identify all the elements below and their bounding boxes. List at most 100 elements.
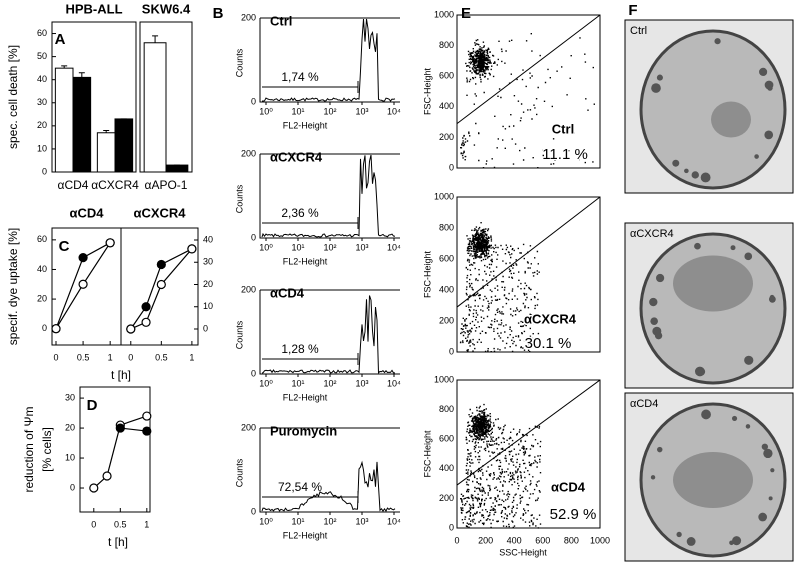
y-tick-label: 400 [439,284,454,294]
x-tick-label: 1 [144,519,149,529]
organelle [759,67,768,76]
y-tick-label: 30 [37,97,47,107]
organelle [691,171,699,179]
gate-percent: 1,28 % [281,342,319,356]
organelle [731,415,738,421]
organelle [672,159,680,167]
x-axis-label: FL2-Height [283,392,328,402]
organelle [676,531,682,538]
data-point [78,279,88,289]
organelle [650,317,658,325]
histogram-trace [261,154,396,238]
nucleus [673,255,753,312]
y-tick-label: 60 [37,234,47,244]
x-tick-label: 10³ [355,242,368,252]
scatter-label: αCXCR4 [524,311,577,326]
y-tick-label: 40 [37,74,47,84]
category-label: αCD4 [58,178,89,192]
x-tick-label: 1000 [590,535,610,545]
bar [143,42,167,173]
y-axis-label: Counts [234,320,244,349]
organelle [763,448,773,459]
histogram-label: αCXCR4 [270,149,323,164]
panel-letter: E [461,5,471,22]
data-point [142,426,152,436]
y-tick-label: 200 [241,12,256,22]
error-bar [61,65,68,69]
y-tick-label: 0 [203,323,208,333]
x-axis-label: FL2-Height [283,530,328,540]
x-tick-label: 1 [189,352,194,362]
x-tick-label: 10² [323,378,336,388]
organelle [686,537,696,546]
y-tick-label: 10 [203,301,213,311]
y-tick-label: 1000 [434,191,454,201]
chart-title: αCXCR4 [133,205,186,220]
organelle [768,496,773,501]
gate-line [456,379,601,486]
organelle [744,252,753,261]
y-tick-label: 1000 [434,374,454,384]
gate-percent: 2,36 % [281,206,319,220]
bar [54,67,74,173]
scatter-percent: 52.9 % [550,506,597,523]
x-tick-label: 10² [323,516,336,526]
x-tick-label: 0 [454,535,459,545]
y-tick-label: 50 [37,51,47,61]
y-tick-label: 800 [439,40,454,50]
y-axis-label: specif. dye uptake [%] [6,228,20,345]
panel-letter: A [55,31,66,48]
chart-title: αCD4 [70,205,105,220]
organelle [730,245,736,251]
micrograph-label: αCXCR4 [630,228,674,240]
data-point [141,317,151,327]
micrograph-label: Ctrl [630,25,647,37]
series-line [130,248,193,330]
scatter-dots [459,222,540,353]
organelle [714,38,721,45]
organelle [744,355,754,365]
x-tick-label: 10⁴ [387,106,401,116]
gate-line [456,196,601,308]
error-bar [152,35,159,43]
y-tick-label: 20 [65,422,75,432]
organelle [770,468,775,473]
plot-frame [120,227,199,346]
x-tick-label: 10¹ [291,378,304,388]
x-axis-label: FL2-Height [283,120,328,130]
y-tick-label: 0 [42,166,47,176]
x-tick-label: 10¹ [291,106,304,116]
x-axis-label: t [h] [111,368,131,382]
plot-frame [51,21,137,173]
data-point [142,411,152,421]
y-tick-label: 400 [439,101,454,111]
gate-percent: 72,54 % [278,480,322,494]
scatter-label: Ctrl [552,121,574,136]
y-tick-label: 60 [37,28,47,38]
scatter-frame [456,196,601,353]
organelle [649,297,658,307]
data-point [102,471,112,481]
series-line [130,248,193,330]
x-tick-label: 10⁴ [387,242,401,252]
organelle [694,242,701,250]
y-tick-label: 200 [241,422,256,432]
x-tick-label: 10¹ [291,242,304,252]
y-tick-label: 800 [439,404,454,414]
y-axis-label: FSC-Height [422,250,432,298]
gate-marker [262,81,359,93]
panel-letter: F [628,2,637,19]
histogram-label: αCD4 [270,285,305,300]
y-tick-label: 200 [241,284,256,294]
y-tick-label: 0 [251,368,256,378]
y-axis-label: FSC-Height [422,67,432,115]
y-tick-label: 0 [42,323,47,333]
gate-marker [262,353,359,365]
y-tick-label: 0 [70,482,75,492]
x-tick-label: 10⁴ [387,378,401,388]
histogram-trace [261,18,396,102]
micrograph-label: αCD4 [630,398,658,410]
y-axis-label: [% cells] [40,427,54,472]
organelle [657,446,663,453]
